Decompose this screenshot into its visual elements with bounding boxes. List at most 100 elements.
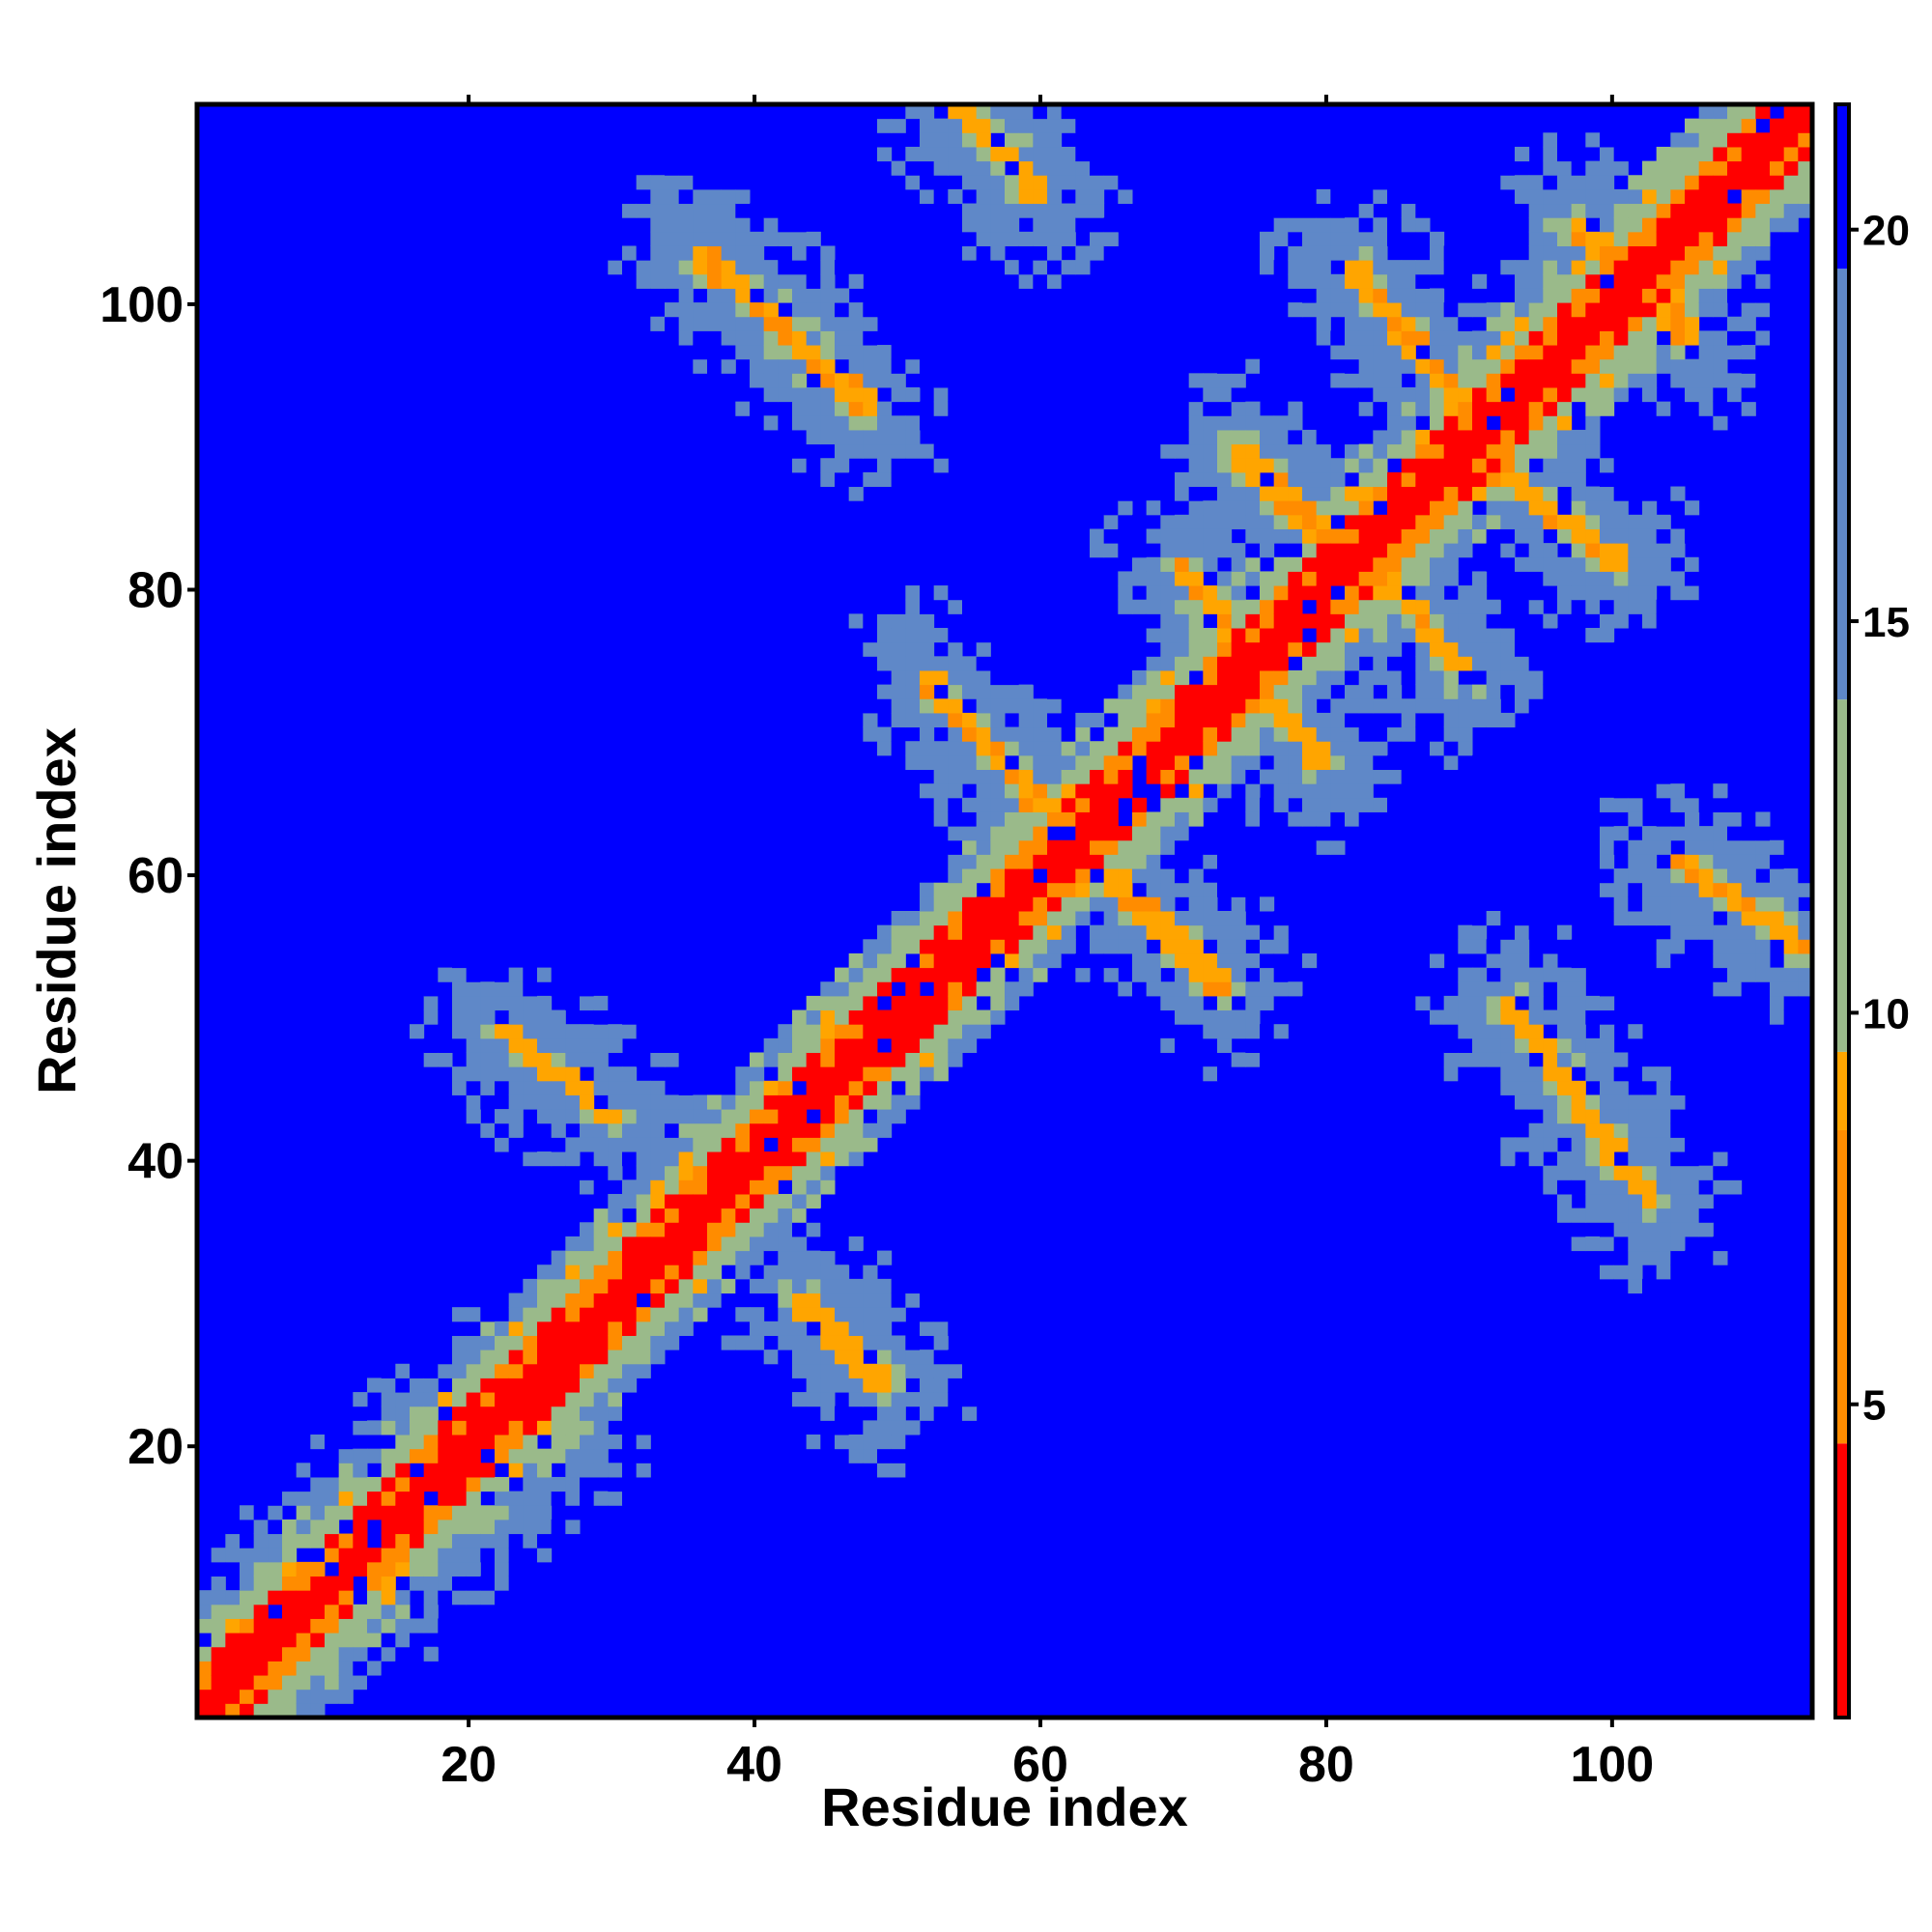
heatmap-cell xyxy=(1401,556,1416,572)
x-tick-label: 80 xyxy=(1298,1737,1354,1793)
heatmap-cell xyxy=(1628,146,1643,162)
heatmap-cell xyxy=(1005,939,1020,954)
heatmap-cell xyxy=(750,1137,765,1152)
heatmap-cell xyxy=(608,1491,623,1506)
heatmap-cell xyxy=(1571,528,1586,544)
heatmap-cell xyxy=(1345,811,1360,827)
heatmap-cell xyxy=(310,1519,326,1535)
heatmap-cell xyxy=(1557,939,1573,954)
heatmap-cell xyxy=(863,1009,878,1025)
heatmap-cell xyxy=(1727,1193,1743,1209)
heatmap-cell xyxy=(225,1533,241,1548)
heatmap-cell xyxy=(1698,1137,1714,1152)
heatmap-cell xyxy=(1302,684,1318,699)
heatmap-cell xyxy=(1047,783,1063,799)
heatmap-cell xyxy=(1415,330,1431,346)
heatmap-cell xyxy=(877,1094,893,1110)
heatmap-cell xyxy=(1132,797,1148,812)
heatmap-cell xyxy=(792,1307,808,1322)
heatmap-cell xyxy=(1571,1024,1586,1039)
heatmap-cell xyxy=(848,1321,864,1336)
heatmap-cell xyxy=(1415,401,1431,416)
heatmap-cell xyxy=(1770,358,1785,374)
heatmap-cell xyxy=(1543,401,1558,416)
heatmap-cell xyxy=(1175,769,1190,784)
heatmap-cell xyxy=(1387,429,1403,445)
heatmap-cell xyxy=(735,1066,751,1082)
heatmap-cell xyxy=(1330,217,1346,233)
heatmap-cell xyxy=(1698,260,1714,275)
heatmap-cell xyxy=(820,316,836,331)
heatmap-cell xyxy=(1613,1278,1629,1294)
heatmap-cell xyxy=(678,1052,694,1067)
heatmap-cell xyxy=(735,175,751,190)
heatmap-cell xyxy=(877,1392,893,1407)
heatmap-cell xyxy=(1203,684,1218,699)
heatmap-cell xyxy=(423,1052,439,1067)
colorbar-band xyxy=(1835,1129,1849,1444)
heatmap-cell xyxy=(565,1151,581,1167)
heatmap-cell xyxy=(1528,188,1544,205)
heatmap-cell xyxy=(920,373,935,388)
heatmap-cell xyxy=(423,981,439,997)
heatmap-cell xyxy=(1273,458,1289,473)
heatmap-cell xyxy=(1188,471,1204,488)
heatmap-cell xyxy=(240,1576,255,1591)
heatmap-cell xyxy=(1160,585,1176,601)
heatmap-cell xyxy=(1642,1109,1658,1124)
heatmap-cell xyxy=(1302,443,1318,459)
heatmap-cell xyxy=(1345,458,1360,473)
heatmap-cell xyxy=(1005,783,1020,799)
heatmap-cell xyxy=(1005,896,1020,912)
heatmap-cell xyxy=(1472,458,1488,473)
heatmap-cell xyxy=(1160,684,1176,699)
heatmap-cell xyxy=(1373,345,1388,360)
heatmap-cell xyxy=(1302,995,1318,1011)
heatmap-cell xyxy=(580,995,595,1011)
heatmap-cell xyxy=(1656,358,1671,374)
heatmap-cell xyxy=(1316,754,1331,771)
heatmap-cell xyxy=(1741,118,1756,133)
heatmap-cell xyxy=(551,1264,566,1280)
heatmap-cell xyxy=(920,1293,935,1308)
heatmap-cell xyxy=(622,1491,638,1506)
heatmap-cell xyxy=(1288,811,1303,827)
heatmap-cell xyxy=(1472,514,1488,529)
heatmap-cell xyxy=(778,316,793,331)
heatmap-cell xyxy=(1741,175,1756,190)
heatmap-cell xyxy=(905,146,921,162)
heatmap-cell xyxy=(1330,797,1346,812)
heatmap-cell xyxy=(1302,571,1318,586)
heatmap-cell xyxy=(891,1293,906,1308)
heatmap-cell xyxy=(1345,373,1360,388)
heatmap-cell xyxy=(750,1236,765,1252)
heatmap-cell xyxy=(1217,882,1233,897)
heatmap-cell xyxy=(325,1548,340,1563)
heatmap-cell xyxy=(1500,260,1516,275)
heatmap-cell xyxy=(1175,712,1190,728)
heatmap-cell xyxy=(1613,585,1629,601)
heatmap-cell xyxy=(848,273,864,289)
heatmap-cell xyxy=(523,1094,538,1110)
heatmap-cell xyxy=(1741,386,1756,403)
heatmap-cell xyxy=(863,1137,878,1152)
heatmap-cell xyxy=(962,811,978,827)
heatmap-cell xyxy=(537,1109,553,1124)
heatmap-cell xyxy=(1755,811,1771,827)
heatmap-cell xyxy=(1670,924,1686,940)
heatmap-cell xyxy=(1741,104,1756,120)
heatmap-cell xyxy=(1231,698,1246,714)
heatmap-cell xyxy=(1515,1066,1530,1082)
heatmap-cell xyxy=(1273,981,1289,997)
heatmap-cell xyxy=(1288,571,1303,586)
heatmap-cell xyxy=(1600,1179,1615,1195)
heatmap-cell xyxy=(423,995,439,1011)
heatmap-cell xyxy=(253,1590,269,1605)
heatmap-cell xyxy=(480,1392,496,1407)
heatmap-cell xyxy=(891,1009,906,1025)
heatmap-cell xyxy=(1670,345,1686,360)
heatmap-cell xyxy=(580,1109,595,1124)
heatmap-cell xyxy=(835,401,850,416)
heatmap-cell xyxy=(835,1151,850,1167)
heatmap-cell xyxy=(1401,443,1416,459)
